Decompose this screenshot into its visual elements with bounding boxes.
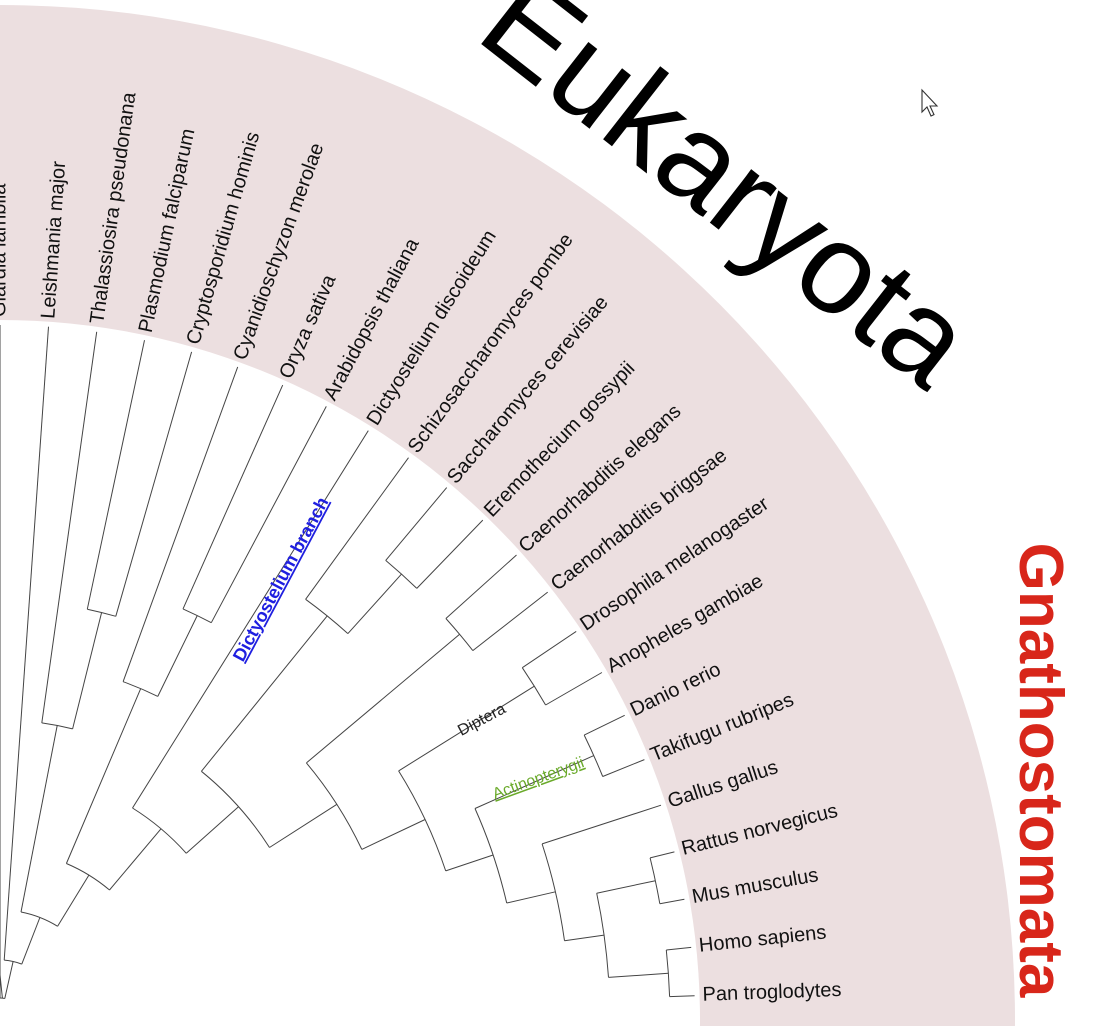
tree-branch (132, 430, 369, 809)
species-label: Pan troglodytes (702, 979, 842, 1006)
tree-branch (445, 854, 494, 872)
tree-branch (361, 819, 426, 850)
tree-branch (385, 487, 448, 561)
tree-branch (564, 934, 605, 942)
tree-branch (4, 961, 14, 999)
tree-branch (472, 591, 549, 651)
tree-branch (522, 630, 577, 669)
tree-branch (269, 803, 338, 848)
tree-branch (445, 554, 517, 619)
actinopterygii-label[interactable]: Actinopterygii (490, 754, 586, 803)
species-label: Giardia lamblia (0, 183, 10, 317)
tree-branch (86, 340, 145, 610)
tree-branch (659, 898, 685, 905)
tree-branch (4, 959, 22, 965)
tree-branch (669, 995, 695, 998)
tree-branch (306, 633, 460, 764)
diptera-label: Diptera (455, 700, 509, 739)
tree-branch (122, 366, 239, 682)
tree-branch (649, 851, 675, 859)
tree-branch (541, 843, 565, 941)
tree-branch (20, 725, 58, 913)
tree-branch (347, 573, 402, 634)
tree-branch (65, 688, 142, 864)
tree-branch (398, 685, 535, 772)
tree-branch (185, 806, 239, 854)
tree-branches (0, 325, 695, 999)
tree-branch (21, 917, 41, 965)
tree-branch (596, 880, 656, 894)
tree-branch (583, 714, 625, 736)
tree-branch (41, 331, 98, 723)
tree-branch (305, 598, 349, 634)
tree-branch (41, 722, 73, 730)
mouse-pointer-icon (921, 88, 939, 117)
tree-branch (445, 618, 474, 651)
tree-branch (666, 946, 692, 951)
tree-branch (182, 384, 284, 610)
tree-branch (521, 667, 547, 706)
tree-branch (506, 891, 556, 904)
gnathostomata-label: Gnathostomata (1006, 543, 1075, 998)
tree-branch (109, 828, 162, 891)
tree-branch (87, 608, 116, 617)
tree-branch (132, 807, 187, 854)
tree-branch (57, 874, 90, 927)
tree-branch (3, 326, 49, 961)
tree-branch (541, 804, 662, 845)
tree-branch (72, 612, 103, 730)
tree-branch (416, 519, 484, 589)
tree-branch (602, 759, 645, 777)
dictyostelium-branch-label[interactable]: Dictyostelium branch (229, 494, 333, 665)
eukaryota-highlight-band (0, 5, 1015, 1026)
tree-branch (474, 808, 508, 904)
tree-branch (201, 615, 328, 772)
tree-branch (115, 351, 193, 617)
tree-branch (474, 755, 595, 809)
tree-branch (608, 972, 669, 978)
tree-branch (157, 615, 198, 697)
tree-branch (0, 974, 3, 999)
tree-branch (305, 457, 409, 600)
tree-branch (0, 997, 5, 999)
tree-branch (210, 406, 327, 623)
tree-branch (545, 672, 603, 706)
